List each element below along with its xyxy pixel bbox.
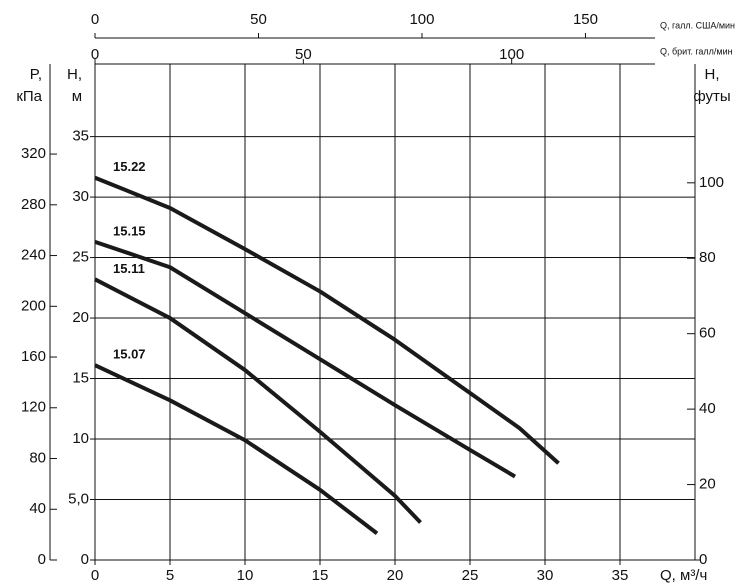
y-tick-label: 35 bbox=[72, 128, 89, 145]
top-tick-label: 150 bbox=[573, 11, 598, 28]
curve-label: 15.07 bbox=[113, 347, 146, 362]
y2-tick-label: 40 bbox=[699, 400, 716, 417]
x-tick-label: 20 bbox=[387, 567, 404, 584]
top-axis-title: Q, галл. США/мин bbox=[660, 20, 735, 30]
x-axis-title: Q, м³/ч bbox=[660, 567, 707, 584]
y-tick-label: 20 bbox=[72, 309, 89, 326]
p-tick-label: 40 bbox=[29, 500, 46, 517]
top-tick-label: 0 bbox=[91, 46, 99, 63]
axis-title: H, bbox=[67, 66, 82, 83]
y-tick-label: 25 bbox=[72, 249, 89, 266]
curve-label: 15.11 bbox=[113, 261, 145, 276]
curve-label: 15.22 bbox=[113, 159, 146, 174]
y-tick-label: 5,0 bbox=[68, 490, 89, 507]
p-tick-label: 200 bbox=[21, 297, 46, 314]
curve bbox=[94, 175, 560, 465]
p-tick-label: 0 bbox=[38, 551, 46, 568]
p-tick-label: 320 bbox=[21, 145, 46, 162]
p-tick-label: 240 bbox=[21, 247, 46, 264]
y2-tick-label: 0 bbox=[699, 551, 707, 568]
p-tick-label: 80 bbox=[29, 449, 46, 466]
y-tick-label: 10 bbox=[72, 430, 89, 447]
x-tick-label: 30 bbox=[537, 567, 554, 584]
axis-title: м bbox=[72, 88, 82, 105]
y2-tick-label: 60 bbox=[699, 325, 716, 342]
top-tick-label: 50 bbox=[250, 11, 267, 28]
axis-title: H, bbox=[705, 66, 720, 83]
curve bbox=[94, 363, 379, 535]
x-tick-label: 10 bbox=[237, 567, 254, 584]
top-axis-title: Q, брит. галл/мин bbox=[660, 46, 733, 56]
p-tick-label: 280 bbox=[21, 196, 46, 213]
x-tick-label: 0 bbox=[91, 567, 99, 584]
top-tick-label: 100 bbox=[409, 11, 434, 28]
curve bbox=[94, 239, 517, 479]
curve-label: 15.15 bbox=[113, 223, 146, 238]
p-tick-label: 120 bbox=[21, 399, 46, 416]
axis-title: футы bbox=[693, 88, 730, 105]
y2-tick-label: 20 bbox=[699, 476, 716, 493]
y-tick-label: 15 bbox=[72, 370, 89, 387]
x-tick-label: 5 bbox=[166, 567, 174, 584]
axis-title: кПа bbox=[16, 88, 42, 105]
axis-title: P, bbox=[30, 66, 42, 83]
y-tick-label: 30 bbox=[72, 188, 89, 205]
y2-tick-label: 80 bbox=[699, 249, 716, 266]
top-tick-label: 0 bbox=[91, 11, 99, 28]
curve bbox=[94, 277, 422, 524]
x-tick-label: 35 bbox=[612, 567, 629, 584]
y2-tick-label: 100 bbox=[699, 174, 724, 191]
x-tick-label: 25 bbox=[462, 567, 479, 584]
top-tick-label: 100 bbox=[499, 46, 524, 63]
y-tick-label: 0 bbox=[81, 551, 89, 568]
x-tick-label: 15 bbox=[312, 567, 329, 584]
p-tick-label: 160 bbox=[21, 348, 46, 365]
top-tick-label: 50 bbox=[295, 46, 312, 63]
